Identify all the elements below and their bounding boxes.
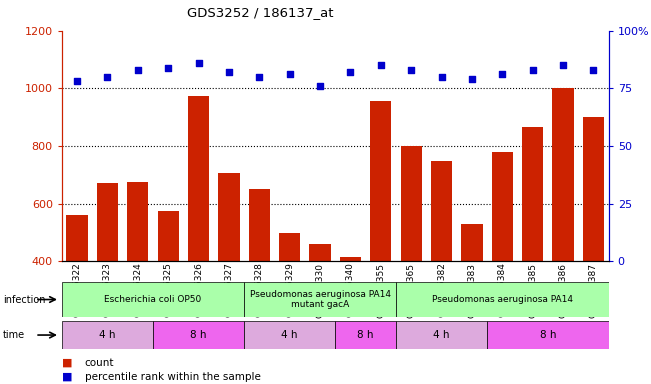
Bar [244,321,335,349]
Bar [492,152,513,376]
Point [497,71,508,78]
Text: percentile rank within the sample: percentile rank within the sample [85,372,260,382]
Bar [396,282,609,317]
Text: Pseudomonas aeruginosa PA14
mutant gacA: Pseudomonas aeruginosa PA14 mutant gacA [249,290,391,309]
Bar [188,96,209,376]
Point [102,74,113,80]
Text: count: count [85,358,114,368]
Point [133,67,143,73]
Text: Pseudomonas aeruginosa PA14: Pseudomonas aeruginosa PA14 [432,295,573,304]
Bar [244,282,396,317]
Text: GDS3252 / 186137_at: GDS3252 / 186137_at [187,6,334,19]
Bar [158,211,179,376]
Point [72,78,82,84]
Text: ■: ■ [62,358,72,368]
Text: 4 h: 4 h [281,330,298,340]
Bar [522,127,544,376]
Point [406,67,417,73]
Point [254,74,264,80]
Point [467,76,477,82]
Point [224,69,234,75]
Bar [487,321,609,349]
Text: 8 h: 8 h [540,330,556,340]
Bar [62,321,153,349]
Bar [370,101,391,376]
Point [284,71,295,78]
Bar [400,146,422,376]
Bar [335,321,396,349]
Text: Escherichia coli OP50: Escherichia coli OP50 [104,295,202,304]
Point [589,67,599,73]
Bar [309,244,331,376]
Bar [127,182,148,376]
Text: 8 h: 8 h [357,330,374,340]
Bar [97,184,118,376]
Point [436,74,447,80]
Text: time: time [3,330,25,340]
Bar [62,282,244,317]
Bar [553,88,574,376]
Text: ■: ■ [62,372,72,382]
Bar [340,257,361,376]
Point [193,60,204,66]
Text: 8 h: 8 h [190,330,207,340]
Point [527,67,538,73]
Point [345,69,355,75]
Point [376,62,386,68]
Point [315,83,326,89]
Bar [279,233,300,376]
Text: 4 h: 4 h [434,330,450,340]
Bar [218,173,240,376]
Text: infection: infection [3,295,46,305]
Bar [153,321,244,349]
Bar [249,189,270,376]
Bar [462,223,482,376]
Bar [431,161,452,376]
Bar [396,321,487,349]
Text: 4 h: 4 h [99,330,116,340]
Bar [66,215,88,376]
Bar [583,117,604,376]
Point [558,62,568,68]
Point [163,65,173,71]
